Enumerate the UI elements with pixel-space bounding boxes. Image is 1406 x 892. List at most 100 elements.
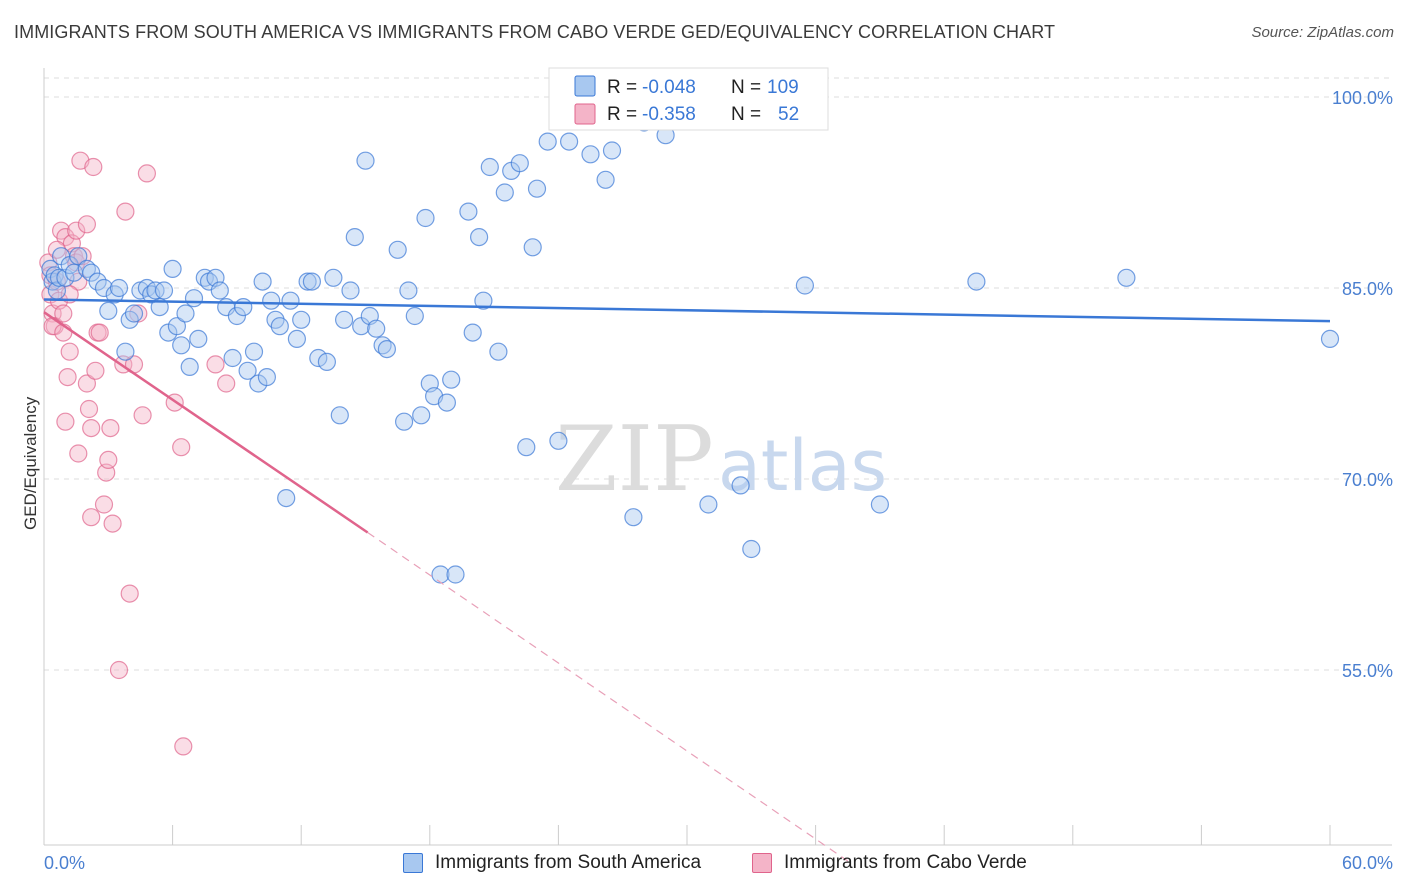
south-america-point xyxy=(298,272,317,291)
series-cabo-verde-points xyxy=(39,151,236,756)
south-america-point xyxy=(480,157,499,177)
cabo-verde-point xyxy=(60,342,79,361)
south-america-point xyxy=(459,202,478,221)
cabo-verde-point xyxy=(120,584,139,603)
trend-line-south-america xyxy=(43,298,1331,323)
south-america-point xyxy=(356,151,375,170)
south-america-point xyxy=(463,323,482,342)
cabo-verde-point xyxy=(82,508,101,527)
south-america-point xyxy=(527,179,547,198)
cabo-verde-point xyxy=(217,374,236,393)
south-america-point xyxy=(495,183,514,202)
south-america-point xyxy=(253,272,272,291)
south-america-point xyxy=(870,495,890,514)
x-tick-label-max: 60.0% xyxy=(1342,853,1393,873)
legend-r-label-1: R = xyxy=(607,77,637,98)
south-america-point xyxy=(523,238,542,257)
south-america-point xyxy=(416,208,435,228)
y-tick-label: 70.0% xyxy=(1342,470,1393,490)
south-america-point xyxy=(489,342,508,361)
south-america-point xyxy=(731,476,750,495)
south-america-point xyxy=(324,268,343,287)
south-america-point xyxy=(184,289,204,308)
south-america-point xyxy=(699,495,718,514)
y-tick-label: 85.0% xyxy=(1342,279,1393,299)
cabo-verde-point xyxy=(174,737,193,756)
legend-label-south-america: Immigrants from South America xyxy=(435,852,702,873)
cabo-verde-point xyxy=(67,221,86,240)
south-america-point xyxy=(124,304,144,323)
south-america-point xyxy=(116,342,135,361)
stats-legend: R = -0.048 N = 109 R = -0.358 N = 52 xyxy=(548,67,829,131)
cabo-verde-point xyxy=(94,495,114,514)
legend-r-value-1: -0.048 xyxy=(642,77,696,98)
south-america-point xyxy=(388,240,407,259)
south-america-point xyxy=(596,170,615,189)
cabo-verde-point xyxy=(82,419,101,438)
cabo-verde-point xyxy=(79,399,99,419)
legend-n-value-2: 52 xyxy=(778,104,799,125)
south-america-point xyxy=(742,539,761,559)
legend-swatch-blue xyxy=(574,75,596,97)
legend-item-south-america[interactable]: Immigrants from South America xyxy=(403,852,701,874)
south-america-point xyxy=(330,406,349,425)
cabo-verde-point xyxy=(86,361,105,380)
cabo-verde-point xyxy=(77,215,97,234)
south-america-point xyxy=(163,259,182,278)
south-america-point xyxy=(446,565,465,584)
south-america-point xyxy=(474,291,493,310)
cabo-verde-point xyxy=(137,164,156,183)
legend-r-value-2: -0.358 xyxy=(642,104,696,125)
south-america-point xyxy=(1117,268,1136,287)
trend-lines xyxy=(43,298,1331,862)
south-america-point xyxy=(176,304,195,323)
y-tick-labels: 55.0% 70.0% 85.0% 100.0% xyxy=(1332,88,1393,681)
legend-r-label-2: R = xyxy=(607,104,637,125)
chart-title: IMMIGRANTS FROM SOUTH AMERICA VS IMMIGRA… xyxy=(14,22,1056,42)
south-america-point xyxy=(257,368,276,387)
south-america-point xyxy=(795,276,815,295)
south-america-point xyxy=(602,141,622,160)
south-america-point xyxy=(345,228,364,247)
axes xyxy=(43,68,1392,846)
watermark-atlas: atlas xyxy=(718,425,887,507)
south-america-point xyxy=(99,301,118,320)
cabo-verde-point xyxy=(101,419,120,438)
south-america-point xyxy=(82,263,101,282)
south-america-point xyxy=(395,412,414,431)
south-america-point xyxy=(967,272,986,291)
south-america-point xyxy=(302,272,321,291)
south-america-point xyxy=(581,145,600,164)
south-america-point xyxy=(341,281,360,300)
south-america-point xyxy=(180,357,199,376)
south-america-point xyxy=(167,317,186,336)
south-america-point xyxy=(624,508,643,527)
y-axis-label: GED/Equivalency xyxy=(21,396,40,530)
south-america-point xyxy=(412,406,431,425)
cabo-verde-point xyxy=(103,514,122,533)
watermark: ZIP atlas xyxy=(555,407,887,512)
south-america-point xyxy=(154,281,174,300)
south-america-point xyxy=(172,336,191,355)
south-america-point xyxy=(270,317,289,336)
south-america-point xyxy=(559,132,579,151)
cabo-verde-point xyxy=(84,157,103,177)
south-america-point xyxy=(317,352,336,371)
south-america-point xyxy=(292,310,311,329)
legend-item-cabo-verde[interactable]: Immigrants from Cabo Verde xyxy=(752,852,1027,874)
south-america-point xyxy=(262,291,281,310)
cabo-verde-point xyxy=(133,406,152,425)
legend-label-cabo-verde: Immigrants from Cabo Verde xyxy=(784,852,1027,873)
cabo-verde-point xyxy=(56,412,75,431)
south-america-point xyxy=(150,298,169,317)
cabo-verde-point xyxy=(99,450,118,469)
cabo-verde-point xyxy=(206,355,225,374)
x-tick-label-min: 0.0% xyxy=(44,853,85,873)
south-america-point xyxy=(227,306,246,326)
bottom-legend: Immigrants from South America Immigrants… xyxy=(0,852,1406,878)
cabo-verde-point xyxy=(77,374,97,393)
south-america-point xyxy=(223,348,242,368)
legend-swatch-cabo-verde xyxy=(752,853,772,873)
south-america-point xyxy=(470,228,489,247)
